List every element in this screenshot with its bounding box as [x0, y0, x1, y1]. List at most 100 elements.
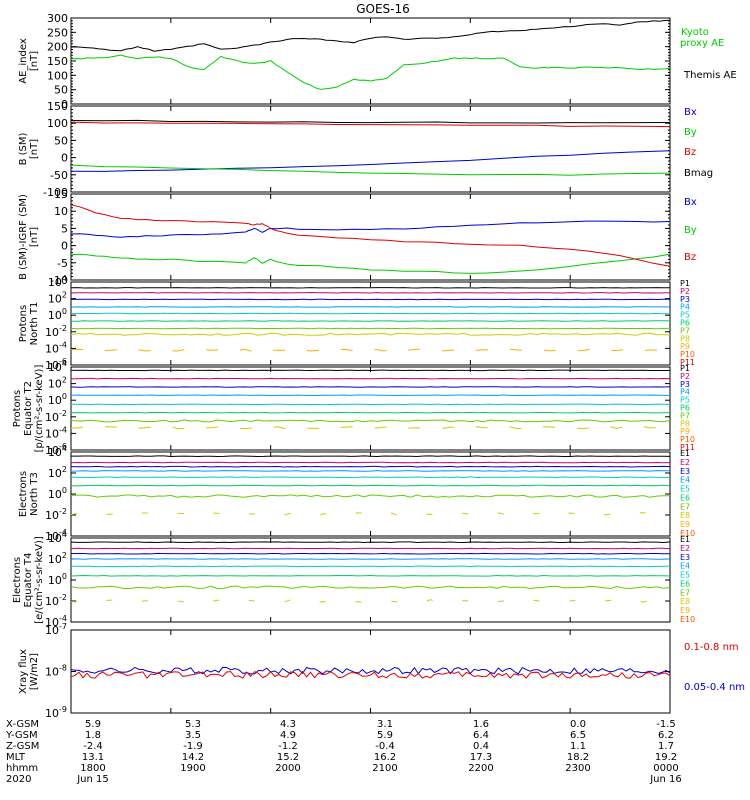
legend-entry: 0.1-0.8 nm — [684, 642, 739, 653]
footer-value: 6.4 — [473, 730, 489, 741]
footer-value: 3.5 — [185, 730, 201, 741]
footer-value: 4.3 — [280, 719, 296, 730]
series-line-e7 — [70, 585, 671, 590]
footer-row-label: 2020 — [6, 774, 31, 785]
legend-entry: E7 — [680, 588, 690, 597]
y-axis-label: Xray flux — [18, 649, 29, 694]
y-tick-label: 10-2 — [45, 593, 67, 608]
legend-entry: By — [684, 225, 697, 236]
y-tick-label: 0 — [61, 152, 68, 165]
footer-value: 1.1 — [570, 741, 586, 752]
panel-8: 10-9 10-8 10-7 Xray flux [W/m2] 0.1-0.8 nm 0.0… — [18, 622, 745, 720]
legend-entry: P4 — [680, 303, 690, 312]
y-axis-label: [W/m2] — [29, 653, 40, 690]
legend-entry: P6 — [680, 319, 690, 328]
series-line-bz — [70, 204, 671, 267]
series-line-e8 — [70, 512, 671, 516]
y-tick-label: 10-8 — [45, 664, 67, 679]
series-line-kyoto-proxy-ae — [70, 54, 671, 90]
y-tick-label: 10-4 — [45, 425, 67, 440]
y-axis-label: Protons — [18, 305, 29, 342]
series-line-p8 — [70, 426, 671, 430]
footer-value: -1.5 — [656, 719, 676, 730]
footer-value: 15.2 — [277, 752, 299, 763]
footer-value: 2300 — [565, 763, 590, 774]
panel-frame — [70, 193, 671, 281]
legend-entry: P10 — [680, 435, 695, 444]
series-line-e6 — [70, 484, 671, 487]
y-axis-label: Electrons — [12, 557, 23, 603]
legend-entry: E5 — [680, 485, 690, 494]
y-tick-label: 104 — [48, 530, 67, 545]
y-tick-label: 50 — [54, 134, 68, 147]
y-tick-label: 10-7 — [45, 622, 67, 637]
footer-value: 5.9 — [85, 719, 101, 730]
y-axis-label: North T1 — [29, 302, 40, 346]
y-tick-label: 10-2 — [45, 507, 67, 522]
series-line-e5 — [70, 565, 671, 568]
series-line-0-1-0-8-nm — [70, 670, 671, 679]
series-line-bmag — [70, 119, 671, 124]
footer-value: 1.8 — [85, 730, 101, 741]
legend-entry: E8 — [680, 511, 690, 520]
legend-entry: P6 — [680, 404, 690, 413]
legend-entry: E3 — [680, 553, 690, 562]
footer-value: Jun 16 — [649, 774, 682, 785]
panel-frame — [70, 537, 671, 623]
legend-entry: P3 — [680, 295, 690, 304]
plot-title: GOES-16 — [356, 2, 410, 16]
footer-value: 1.7 — [658, 741, 674, 752]
legend-entry: E6 — [680, 493, 690, 502]
legend-entry: E6 — [680, 579, 690, 588]
series-line-e1 — [71, 455, 671, 458]
y-tick-label: 5 — [61, 222, 68, 235]
y-axis-label: B (SM) — [18, 132, 29, 165]
legend-entry: E4 — [680, 476, 690, 485]
series-line-e8 — [70, 599, 671, 603]
series-line-themis-ae — [70, 19, 671, 52]
legend-entry: E9 — [680, 520, 690, 529]
y-axis-label: North T3 — [29, 472, 40, 516]
panel-frame — [70, 17, 671, 105]
y-axis-label: [e/(cm²-s-sr-keV)] — [34, 536, 45, 624]
legend-entry: E7 — [680, 502, 690, 511]
legend-entry: P7 — [680, 326, 690, 335]
legend-entry: Bx — [684, 107, 697, 118]
legend-entry: proxy AE — [680, 38, 724, 49]
footer-value: -1.2 — [278, 741, 298, 752]
series-line-p3 — [71, 298, 670, 301]
y-tick-label: 102 — [48, 376, 67, 391]
legend-entry: E10 — [680, 615, 695, 624]
panel-frame — [70, 281, 671, 366]
footer-value: 1900 — [180, 763, 205, 774]
legend-entry: E2 — [680, 544, 690, 553]
legend-entry: P5 — [680, 396, 690, 405]
panel-frame — [70, 105, 671, 193]
panel-3: -10 -5 0 5 10 15 B (SM)-IGRF (SM) [nT] Bx By Bz — [18, 188, 697, 287]
y-tick-label: 300 — [47, 12, 68, 25]
y-axis-label: Equator T4 — [23, 553, 34, 608]
legend-entry: 0.05-0.4 nm — [684, 682, 745, 693]
legend-entry: P2 — [680, 372, 690, 381]
y-tick-label: -10 — [50, 274, 68, 287]
y-tick-label: 100 — [47, 69, 68, 82]
legend-entry: P5 — [680, 311, 690, 320]
y-axis-label: B (SM)-IGRF (SM) — [18, 194, 29, 280]
panel-frame — [70, 451, 671, 537]
legend-entry: Bz — [684, 252, 696, 263]
y-tick-label: 15 — [54, 188, 68, 201]
series-line-p5 — [70, 312, 671, 315]
footer-value: 3.1 — [377, 719, 393, 730]
series-line-e7 — [70, 494, 670, 498]
y-axis-label: [nT] — [29, 51, 40, 71]
y-tick-label: -100 — [43, 186, 68, 199]
y-axis-label: [p/(cm²-s-sr-keV)] — [34, 365, 45, 453]
y-tick-label: 0 — [61, 240, 68, 253]
legend-entry: P2 — [680, 287, 690, 296]
legend-entry: P4 — [680, 388, 690, 397]
footer-value: 6.5 — [570, 730, 586, 741]
y-tick-label: 200 — [47, 41, 68, 54]
series-line-e5 — [70, 476, 670, 479]
